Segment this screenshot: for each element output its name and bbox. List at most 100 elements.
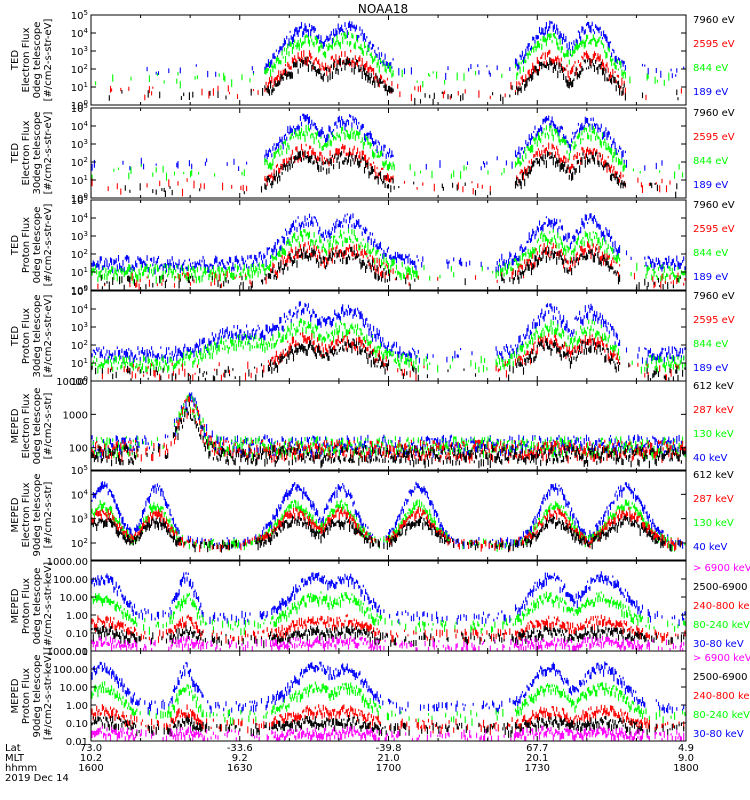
panel-5-series-1 [91, 402, 686, 469]
panel-6-ylabel: MEPED Electron Flux 90deg telescope [#/cm2-… [10, 473, 54, 556]
panel-2-ylabel-line-4: [#/cm2-s-str-eV] [43, 112, 54, 195]
panel-5-ylabel-line-1: MEPED [10, 408, 21, 443]
panel-7-legend-2: 2500-6900 [693, 582, 748, 593]
panel-2-series-4 [91, 113, 663, 171]
panel-1-ytick-5: 104 [71, 27, 89, 40]
panel-8-ylabel-line-1: MEPED [10, 678, 21, 713]
panel-2-ylabel-line-1: TED [10, 143, 21, 164]
panel-6-legend-3: 130 keV [693, 518, 734, 529]
panel-2-legend-2: 2595 eV [693, 132, 735, 143]
panel-5-legend-3: 130 keV [693, 429, 734, 440]
panel-4-series-4 [91, 301, 686, 365]
panel-1-ytick-3: 102 [71, 63, 88, 76]
footer-hhmm-3: 1700 [376, 763, 401, 774]
panel-6-ylabel-line-3: 90deg telescope [32, 473, 43, 556]
panel-8-ytick-3: 1.00 [66, 701, 88, 712]
panel-8-ylabel-line-4: [#/cm2-s-str-keV] [43, 652, 54, 740]
panel-2-ylabel-line-3: 30deg telescope [32, 111, 43, 194]
panel-1-series-3 [95, 31, 670, 89]
panel-6-frame [90, 469, 687, 561]
panel-1-data [95, 20, 685, 105]
panel-8-ytick-4: 10.00 [59, 683, 88, 694]
panel-7-legend-1: > 6900 keV [693, 563, 750, 574]
panel-4-ytick-1: 100 [71, 375, 88, 388]
panel-1-ytick-1: 100 [71, 99, 88, 112]
panel-2-series-3 [91, 124, 684, 181]
footer-mlt-5: 9.0 [678, 753, 694, 764]
panel-3-legend-4: 189 eV [693, 272, 728, 283]
panel-2-series-1 [91, 150, 678, 198]
panel-3-ytick-6: 105 [71, 194, 88, 207]
panel-7-series-1 [91, 635, 685, 651]
panel-2: 100 101 102 103 104 105 TED Electron Flux 30deg … [10, 102, 735, 205]
panel-7-ylabel-line-1: MEPED [10, 588, 21, 623]
panel-4-ytick-4: 103 [71, 321, 88, 334]
panel-3-ytick-3: 102 [71, 248, 88, 261]
panel-4-legend-4: 189 eV [693, 363, 728, 374]
footer-mlt-3: 21.0 [377, 753, 399, 764]
footer-lat-4: 67.7 [526, 743, 548, 754]
panel-6-data [91, 481, 686, 553]
panel-2-ytick-1: 100 [71, 192, 88, 205]
panel-7-ylabel-line-3: 0deg telescope [32, 568, 43, 645]
panel-3-ytick-5: 104 [71, 212, 89, 225]
panel-8-ytick-6: 1000.00 [47, 647, 88, 658]
panel-5-data [91, 392, 686, 469]
panel-4-ylabel-line-4: [#/cm2-s-str-eV] [43, 295, 54, 378]
panel-7-ytick-6: 1000.00 [47, 557, 88, 568]
panel-3-legend-3: 844 eV [693, 248, 728, 259]
panel-4-ytick-3: 102 [71, 339, 88, 352]
panel-4-data [91, 301, 686, 381]
panel-4-legend-2: 2595 eV [693, 315, 735, 326]
footer-lat-2: -33.6 [227, 743, 253, 754]
panel-1-series-2 [109, 49, 682, 102]
panel-6-ytick-4: 105 [71, 464, 88, 477]
panel-4: 100 101 102 103 104 105 TED Proton Flux 30deg te… [10, 285, 735, 388]
panel-6-ytick-2: 103 [71, 513, 88, 526]
panel-8-legend-3: 240-800 ke [693, 691, 750, 702]
panel-1-ylabel-line-4: [#/cm2-s-str-eV] [43, 19, 54, 102]
panel-3-series-1 [100, 246, 681, 290]
panel-5-ytick-1: 100 [69, 444, 88, 455]
panel-2-ytick-3: 102 [71, 156, 88, 169]
panel-1-ylabel-line-1: TED [10, 50, 21, 71]
panel-8-legend-2: 2500-6900 [693, 672, 748, 683]
footer-hhmm-4: 1730 [525, 763, 550, 774]
panel-8-legend-1: > 6900 keV [693, 653, 750, 664]
panel-7-series-2 [91, 625, 685, 649]
footer-hhmm-2: 1630 [227, 763, 252, 774]
panel-2-data [91, 113, 684, 198]
panel-8-legend-4: 80-240 keV [693, 710, 750, 721]
panel-1-ytick-6: 105 [71, 9, 88, 22]
panel-4-ylabel-line-3: 30deg telescope [32, 294, 43, 377]
panel-1-ylabel-line-3: 0deg telescope [32, 22, 43, 99]
panel-2-legend-4: 189 eV [693, 180, 728, 191]
panel-8-series-2 [91, 715, 685, 738]
footer-lat-5: 4.9 [678, 743, 694, 754]
panel-2-ylabel-line-2: Electron Flux [21, 120, 32, 185]
panel-8-series-1 [91, 725, 685, 741]
footer-lat-3: -39.8 [376, 743, 402, 754]
panel-3: 100 101 102 103 104 105 TED Proton Flux 0deg tel… [10, 194, 735, 297]
panel-2-legend-3: 844 eV [693, 156, 728, 167]
panel-8-legend-5: 30-80 keV [693, 729, 744, 740]
panel-1-ytick-4: 103 [71, 45, 88, 58]
panel-2-ytick-2: 101 [71, 174, 88, 187]
panel-8-series-5 [91, 661, 685, 716]
panel-8-ytick-2: 0.10 [66, 719, 88, 730]
panel-3-ylabel-line-2: Proton Flux [21, 217, 32, 273]
footer-row-label-1: Lat [5, 743, 21, 754]
panel-3-series-4 [91, 213, 686, 275]
panel-8-series-3 [91, 704, 685, 736]
panel-4-ylabel: TED Proton Flux 30deg telescope [#/cm2-s-st… [10, 294, 54, 377]
panel-5-ylabel-line-3: 0deg telescope [32, 388, 43, 465]
footer-mlt-1: 10.2 [80, 753, 102, 764]
panel-4-ytick-5: 104 [71, 303, 89, 316]
panel-4-ylabel-line-2: Proton Flux [21, 308, 32, 364]
panel-3-ylabel: TED Proton Flux 0deg telescope [#/cm2-s-str… [10, 204, 54, 287]
panel-1-legend-1: 7960 eV [693, 15, 735, 26]
panel-6-ylabel-line-2: Electron Flux [21, 482, 32, 547]
panel-7-data [91, 571, 686, 651]
